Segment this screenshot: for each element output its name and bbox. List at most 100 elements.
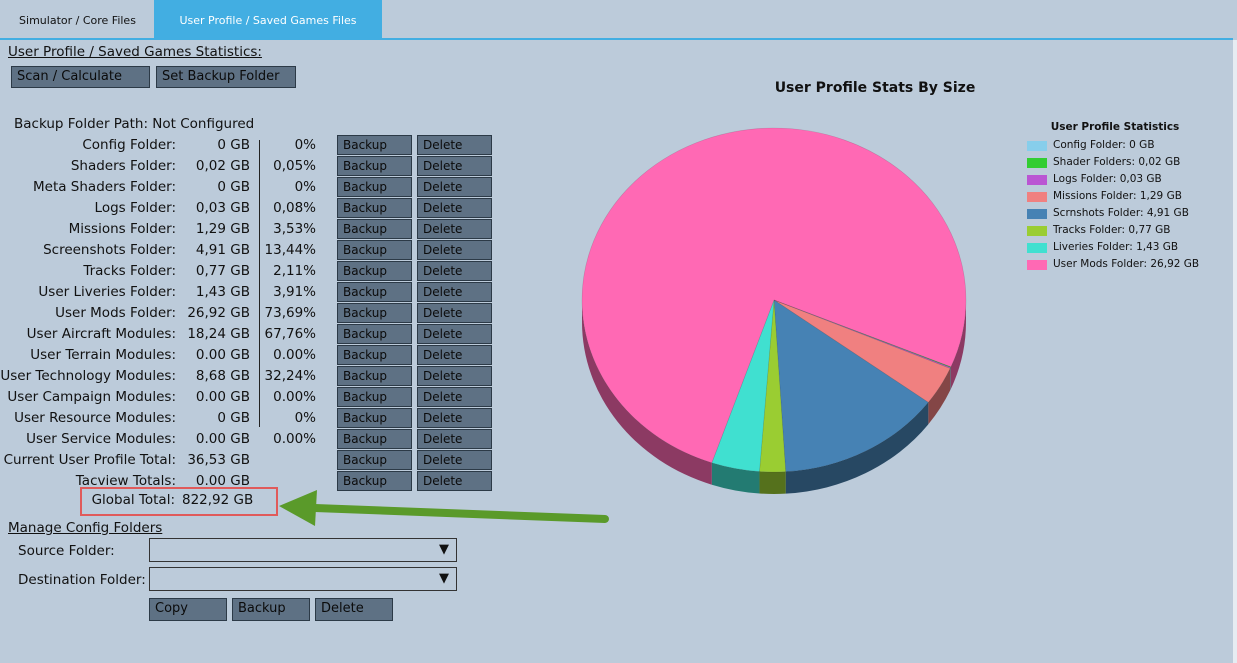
legend-swatch xyxy=(1027,141,1047,151)
legend-label: Shader Folders: 0,02 GB xyxy=(1053,156,1181,168)
copy-button[interactable]: Copy xyxy=(149,598,227,621)
set-backup-folder-button[interactable]: Set Backup Folder xyxy=(156,66,296,88)
row-delete-button[interactable]: Delete xyxy=(417,156,492,176)
row-backup-button[interactable]: Backup xyxy=(337,156,412,176)
stats-row-percent: 13,44% xyxy=(264,242,316,258)
row-delete-button[interactable]: Delete xyxy=(417,366,492,386)
stats-row-percent: 73,69% xyxy=(264,305,316,321)
row-delete-button[interactable]: Delete xyxy=(417,303,492,323)
stats-row-percent: 3,53% xyxy=(273,221,316,237)
destination-folder-select[interactable]: ▼ xyxy=(149,567,457,591)
global-total-label: Global Total: xyxy=(91,492,175,508)
pie-slice xyxy=(711,299,775,472)
pie-slice-side xyxy=(711,462,760,494)
stats-row-percent: 3,91% xyxy=(273,284,316,300)
row-delete-button[interactable]: Delete xyxy=(417,429,492,449)
destination-folder-label: Destination Folder: xyxy=(18,572,146,588)
row-delete-button[interactable]: Delete xyxy=(417,471,492,491)
stats-row-label: Logs Folder: xyxy=(94,200,176,216)
row-delete-button[interactable]: Delete xyxy=(417,198,492,218)
source-folder-select[interactable]: ▼ xyxy=(149,538,457,562)
row-delete-button[interactable]: Delete xyxy=(417,324,492,344)
stats-row-size: 0,03 GB xyxy=(195,200,250,216)
legend-label: Logs Folder: 0,03 GB xyxy=(1053,173,1162,185)
stats-row-label: User Terrain Modules: xyxy=(30,347,176,363)
stats-row-size: 1,29 GB xyxy=(195,221,250,237)
tab-user-profile-saved-games[interactable]: User Profile / Saved Games Files xyxy=(154,0,382,40)
annotation-arrow xyxy=(279,490,609,526)
row-backup-button[interactable]: Backup xyxy=(337,219,412,239)
pie-slice-side xyxy=(759,471,786,495)
legend-label: Tracks Folder: 0,77 GB xyxy=(1053,224,1171,236)
row-delete-button[interactable]: Delete xyxy=(417,345,492,365)
row-delete-button[interactable]: Delete xyxy=(417,450,492,470)
row-backup-button[interactable]: Backup xyxy=(337,198,412,218)
row-backup-button[interactable]: Backup xyxy=(337,261,412,281)
row-backup-button[interactable]: Backup xyxy=(337,408,412,428)
stats-row-label: Meta Shaders Folder: xyxy=(33,179,176,195)
tab-simulator-core-files[interactable]: Simulator / Core Files xyxy=(0,0,155,40)
stats-row-percent: 0% xyxy=(294,137,316,153)
stats-row-percent: 0.00% xyxy=(273,347,316,363)
stats-row-size: 0,02 GB xyxy=(195,158,250,174)
manage-backup-button[interactable]: Backup xyxy=(232,598,310,621)
legend-swatch xyxy=(1027,226,1047,236)
stats-row-label: User Service Modules: xyxy=(26,431,176,447)
stats-row-label: Missions Folder: xyxy=(68,221,176,237)
legend-swatch xyxy=(1027,175,1047,185)
stats-row-size: 1,43 GB xyxy=(195,284,250,300)
legend-title: User Profile Statistics xyxy=(1050,121,1180,133)
row-delete-button[interactable]: Delete xyxy=(417,135,492,155)
scan-calculate-button[interactable]: Scan / Calculate xyxy=(11,66,150,88)
backup-folder-path: Backup Folder Path: Not Configured xyxy=(14,116,255,132)
stats-row-percent: 0,08% xyxy=(273,200,316,216)
legend-label: Liveries Folder: 1,43 GB xyxy=(1053,241,1179,253)
row-delete-button[interactable]: Delete xyxy=(417,408,492,428)
row-delete-button[interactable]: Delete xyxy=(417,177,492,197)
global-total-value: 822,92 GB xyxy=(182,492,254,508)
pie-slice-side xyxy=(785,402,929,494)
row-backup-button[interactable]: Backup xyxy=(337,135,412,155)
row-backup-button[interactable]: Backup xyxy=(337,450,412,470)
row-backup-button[interactable]: Backup xyxy=(337,471,412,491)
row-delete-button[interactable]: Delete xyxy=(417,387,492,407)
pie-slice xyxy=(773,299,951,403)
stats-row-percent: 0.00% xyxy=(273,431,316,447)
row-delete-button[interactable]: Delete xyxy=(417,240,492,260)
tab-underline xyxy=(0,38,1233,40)
row-backup-button[interactable]: Backup xyxy=(337,429,412,449)
stats-row-size: 0.00 GB xyxy=(195,347,250,363)
pie-slice xyxy=(759,299,787,473)
manage-delete-button[interactable]: Delete xyxy=(315,598,393,621)
stats-row-size: 8,68 GB xyxy=(195,368,250,384)
window-right-edge xyxy=(1233,40,1237,663)
stats-row-size: 18,24 GB xyxy=(187,326,250,342)
legend-label: User Mods Folder: 26,92 GB xyxy=(1053,258,1200,270)
pie-slice xyxy=(773,299,952,369)
legend-swatch xyxy=(1027,243,1047,253)
stats-row-size: 0.00 GB xyxy=(195,389,250,405)
legend-swatch xyxy=(1027,260,1047,270)
stats-row-percent: 0% xyxy=(294,179,316,195)
stats-row-size: 36,53 GB xyxy=(187,452,250,468)
stats-row-size: 0 GB xyxy=(217,137,250,153)
row-backup-button[interactable]: Backup xyxy=(337,345,412,365)
row-backup-button[interactable]: Backup xyxy=(337,366,412,386)
row-backup-button[interactable]: Backup xyxy=(337,324,412,344)
row-backup-button[interactable]: Backup xyxy=(337,282,412,302)
stats-row-percent: 2,11% xyxy=(273,263,316,279)
row-backup-button[interactable]: Backup xyxy=(337,177,412,197)
row-backup-button[interactable]: Backup xyxy=(337,240,412,260)
stats-row-size: 4,91 GB xyxy=(195,242,250,258)
row-delete-button[interactable]: Delete xyxy=(417,261,492,281)
pie-chart xyxy=(581,127,967,495)
row-backup-button[interactable]: Backup xyxy=(337,303,412,323)
row-delete-button[interactable]: Delete xyxy=(417,282,492,302)
dropdown-arrow-icon: ▼ xyxy=(439,571,449,586)
stats-row-label: User Aircraft Modules: xyxy=(26,326,176,342)
pie-slice-side xyxy=(950,300,966,389)
row-backup-button[interactable]: Backup xyxy=(337,387,412,407)
stats-row-label: User Mods Folder: xyxy=(55,305,176,321)
manage-section-title: Manage Config Folders xyxy=(8,520,163,536)
row-delete-button[interactable]: Delete xyxy=(417,219,492,239)
